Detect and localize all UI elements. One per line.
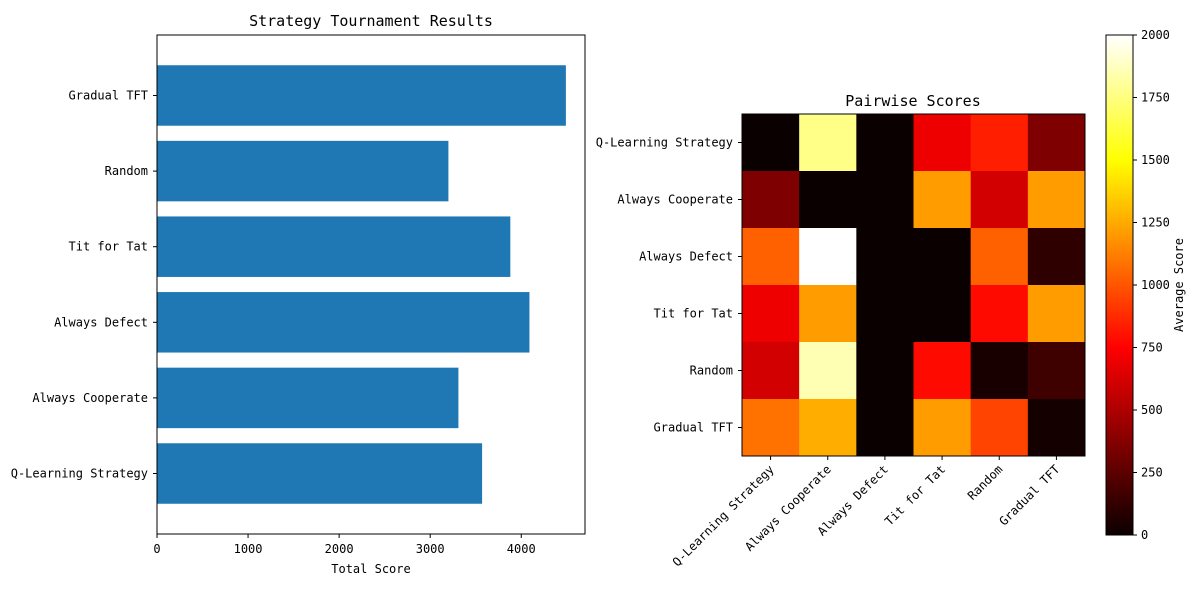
bar-chart: Strategy Tournament Results 0 1000 2000 300…: [11, 12, 586, 576]
heatmap-cell: [799, 228, 857, 286]
heatmap-cell: [799, 114, 857, 172]
col-label: Tit for Tat: [882, 462, 948, 528]
heatmap-cell: [742, 399, 800, 457]
col-label: Random: [965, 462, 1006, 503]
bar-marks: [157, 65, 566, 504]
heatmap-cell: [1027, 228, 1086, 286]
colorbar-tick-label: 1750: [1141, 91, 1170, 105]
heatmap-cell: [913, 285, 972, 343]
heatmap-cell: [1027, 171, 1086, 229]
colorbar-ticks: 0 250 500 750 1000 1250 1500 1750 2000: [1133, 28, 1170, 542]
heatmap-cell: [970, 399, 1029, 457]
heatmap-cell: [856, 228, 914, 286]
colorbar-tick-label: 1250: [1141, 216, 1170, 230]
heatmap-cell: [913, 399, 972, 457]
heatmap-cell: [913, 114, 972, 172]
x-tick-label: 4000: [507, 542, 536, 556]
colorbar-tick-label: 750: [1141, 341, 1163, 355]
row-label: Q-Learning Strategy: [596, 136, 733, 150]
bar-plot-frame: [156, 34, 586, 535]
colorbar-label: Average Score: [1172, 238, 1186, 332]
colorbar-tick-label: 1000: [1141, 278, 1170, 292]
colorbar-gradient: [1105, 34, 1134, 536]
y-tick-label: Tit for Tat: [69, 240, 148, 254]
bar: [157, 367, 459, 429]
bar: [157, 65, 566, 126]
colorbar-tick-label: 250: [1141, 466, 1163, 480]
bar-x-axis-label: Total Score: [331, 562, 410, 576]
heatmap-cell: [913, 342, 972, 400]
heatmap-cell: [856, 342, 914, 400]
y-tick-label: Always Defect: [54, 315, 148, 329]
heatmap-cell: [799, 342, 857, 400]
bar: [157, 443, 483, 504]
x-tick-label: 0: [153, 542, 160, 556]
colorbar-tick-label: 2000: [1141, 28, 1170, 42]
heatmap-cell: [856, 285, 914, 343]
row-label: Tit for Tat: [654, 307, 733, 321]
heatmap-cell: [970, 342, 1029, 400]
col-label: Gradual TFT: [996, 462, 1062, 528]
heatmap-cell: [742, 285, 800, 343]
heatmap-cell: [1027, 342, 1086, 400]
bar-chart-title: Strategy Tournament Results: [249, 12, 493, 30]
x-tick-label: 2000: [325, 542, 354, 556]
y-tick-label: Gradual TFT: [69, 88, 148, 102]
heatmap-cell: [913, 171, 972, 229]
bar: [157, 216, 511, 277]
heatmap-cell: [970, 114, 1029, 172]
heatmap-cell: [970, 285, 1029, 343]
col-label: Q-Learning Strategy: [670, 462, 777, 569]
y-tick-label: Random: [105, 164, 148, 178]
bar: [157, 140, 449, 202]
heatmap-frame: [741, 113, 1086, 457]
y-tick-label: Q-Learning Strategy: [11, 467, 148, 481]
colorbar: 0 250 500 750 1000 1250 1500 1750 2000 Average S…: [1105, 28, 1186, 542]
y-tick-label: Always Cooperate: [32, 391, 148, 405]
heatmap-cell: [742, 114, 800, 172]
heatmap-cell: [742, 171, 800, 229]
heatmap-cell: [856, 114, 914, 172]
colorbar-tick-label: 500: [1141, 403, 1163, 417]
row-label: Always Defect: [639, 250, 733, 264]
heatmap-cell: [856, 171, 914, 229]
heatmap-cells: [742, 114, 1086, 457]
heatmap-cell: [799, 285, 857, 343]
heatmap-cell: [1027, 114, 1086, 172]
colorbar-tick-label: 0: [1141, 528, 1148, 542]
row-label: Always Cooperate: [617, 193, 733, 207]
heatmap-title: Pairwise Scores: [845, 92, 980, 110]
heatmap-cell: [856, 399, 914, 457]
x-tick-label: 1000: [234, 542, 263, 556]
bar: [157, 292, 530, 353]
heatmap-cell: [799, 399, 857, 457]
heatmap-row-labels: Q-Learning Strategy Always Cooperate Alway…: [596, 136, 742, 435]
row-label: Gradual TFT: [654, 421, 733, 435]
heatmap-cell: [742, 342, 800, 400]
bar-y-ticks: Q-Learning Strategy Always Cooperate Alway…: [11, 88, 157, 481]
colorbar-tick-label: 1500: [1141, 153, 1170, 167]
heatmap-cell: [970, 171, 1029, 229]
heatmap-cell: [970, 228, 1029, 286]
x-tick-label: 3000: [416, 542, 445, 556]
heatmap-cell: [742, 228, 800, 286]
heatmap-cell: [913, 228, 972, 286]
bar-x-ticks: 0 1000 2000 3000 4000: [153, 534, 536, 556]
row-label: Random: [690, 364, 733, 378]
heatmap-cell: [1027, 285, 1086, 343]
heatmap-chart: Pairwise Scores Q-Learning Strategy Alway…: [596, 92, 1086, 569]
heatmap-cell: [1027, 399, 1086, 457]
heatmap-cell: [799, 171, 857, 229]
